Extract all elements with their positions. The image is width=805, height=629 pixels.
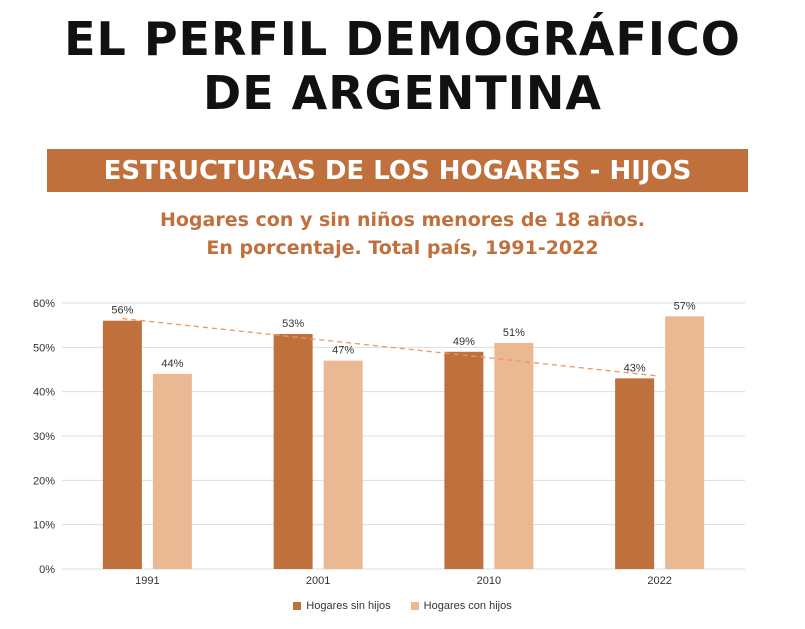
legend-label-con-hijos: Hogares con hijos xyxy=(423,600,512,612)
y-tick-label: 40% xyxy=(33,387,55,399)
section-title: ESTRUCTURAS DE LOS HOGARES - HIJOS xyxy=(103,155,692,186)
data-labels: 56% 44% 53% 47% 49% 51% 43% 57% xyxy=(111,300,695,374)
trend-line xyxy=(122,317,660,377)
data-label: 43% xyxy=(624,362,646,374)
legend-label-sin-hijos: Hogares sin hijos xyxy=(306,600,391,612)
x-tick-label: 2022 xyxy=(647,575,671,587)
legend-item-con-hijos: Hogares con hijos xyxy=(410,600,512,612)
legend-item-sin-hijos: Hogares sin hijos xyxy=(293,600,391,612)
main-title-line-1: EL PERFIL DEMOGRÁFICO xyxy=(64,12,741,66)
y-tick-label: 60% xyxy=(33,298,55,310)
legend-swatch-sin-hijos xyxy=(293,602,302,610)
legend-swatch-con-hijos xyxy=(410,602,419,610)
main-title-line-2: DE ARGENTINA xyxy=(203,66,602,120)
bar xyxy=(494,342,534,569)
chart-subtitle-line-2: En porcentaje. Total país, 1991-2022 xyxy=(206,237,599,259)
data-label: 53% xyxy=(282,318,304,330)
y-tick-label: 0% xyxy=(39,564,55,576)
bars xyxy=(102,316,705,569)
bar xyxy=(102,320,142,569)
data-label: 56% xyxy=(111,305,133,317)
bar xyxy=(615,378,655,569)
bar xyxy=(665,316,705,569)
bar-chart: 56% 44% 53% 47% 49% 51% 43% 57% 0% 10% 20% 30% 40% 5… xyxy=(33,298,745,587)
x-tick-label: 2010 xyxy=(477,575,501,587)
bar xyxy=(444,351,484,569)
y-tick-label: 10% xyxy=(33,520,55,532)
axis-labels: 0% 10% 20% 30% 40% 50% 60% 1991 2001 2010 2022 xyxy=(33,298,672,587)
main-title: EL PERFIL DEMOGRÁFICO DE ARGENTINA xyxy=(0,12,805,120)
bar xyxy=(323,360,363,569)
chart-subtitle-line-1: Hogares con y sin niños menores de 18 añ… xyxy=(159,209,646,231)
y-tick-label: 30% xyxy=(33,431,55,443)
section-banner: ESTRUCTURAS DE LOS HOGARES - HIJOS xyxy=(47,149,748,192)
chart-legend: Hogares sin hijos Hogares con hijos xyxy=(0,600,805,612)
bar xyxy=(273,334,313,569)
x-tick-label: 1991 xyxy=(135,575,159,587)
trend-line-path xyxy=(122,317,660,377)
bar xyxy=(152,373,192,569)
chart-subtitle: Hogares con y sin niños menores de 18 añ… xyxy=(0,206,805,262)
data-label: 51% xyxy=(503,327,525,339)
data-label: 57% xyxy=(674,300,696,312)
data-label: 47% xyxy=(332,345,354,357)
y-tick-label: 20% xyxy=(33,475,55,487)
data-label: 44% xyxy=(161,358,183,370)
x-tick-label: 2001 xyxy=(306,575,330,587)
y-tick-label: 50% xyxy=(33,342,55,354)
data-label: 49% xyxy=(453,336,475,348)
